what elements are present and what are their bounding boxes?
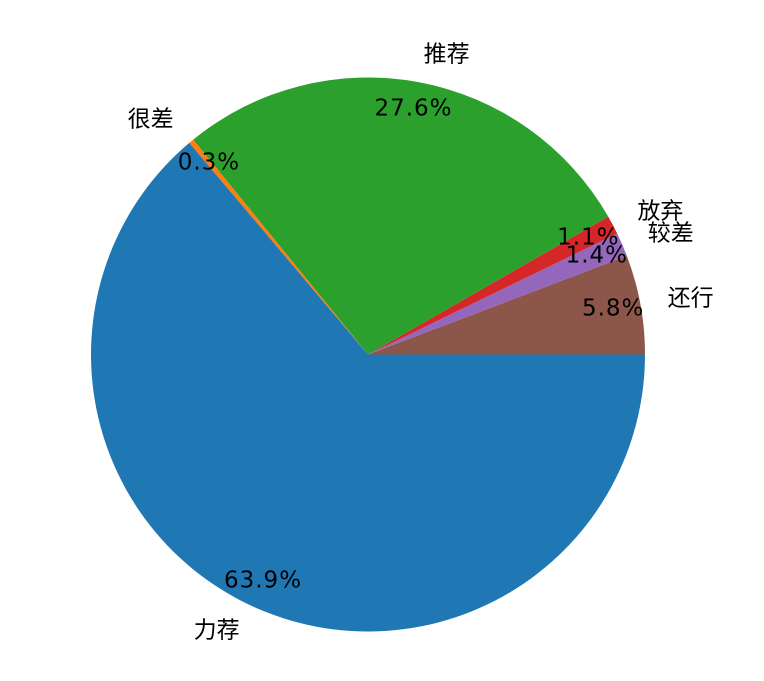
pie-slice-0 <box>368 255 645 355</box>
pie-slice-2 <box>368 216 618 355</box>
pie-slice-4 <box>189 139 368 355</box>
pie-slice-5 <box>90 142 646 632</box>
pie-slice-3 <box>193 77 609 355</box>
pie-slice-1 <box>368 233 627 355</box>
